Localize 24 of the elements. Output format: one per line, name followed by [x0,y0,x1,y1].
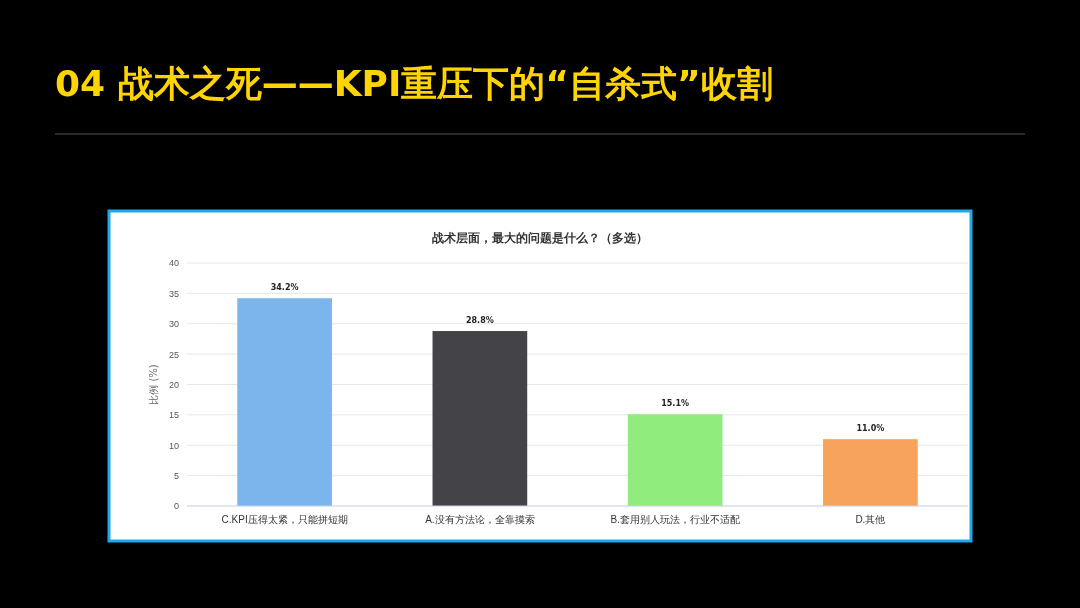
y-tick-label: 35 [168,288,179,299]
y-tick-label: 0 [173,501,179,512]
x-tick-label: B.套用别人玩法，行业不适配 [610,514,740,526]
data-label: 28.8% [465,316,494,326]
y-tick-label: 15 [168,410,179,421]
data-label: 34.2% [270,283,299,293]
y-axis-title: 比例 (%) [148,364,159,405]
y-tick-label: 40 [168,258,179,269]
bar [823,439,918,506]
data-label: 11.0% [856,424,885,434]
bar [627,414,723,506]
bar [237,298,332,506]
x-tick-label: A.没有方法论，全靠摸索 [425,514,535,526]
chart-subtitle: 战术层面，最大的问题是什么？（多选） [432,231,648,245]
y-tick-label: 5 [173,471,179,482]
y-tick-label: 20 [168,379,179,390]
x-tick-label: D.其他 [855,514,886,526]
y-tick-label: 10 [168,440,179,451]
data-label: 15.1% [661,399,690,409]
y-tick-label: 25 [168,349,179,360]
chart-title: 04 战术之死——KPI重压下的“自杀式”收割 [55,63,773,104]
x-tick-label: C.KPI压得太紧，只能拼短期 [221,514,348,526]
y-tick-label: 30 [168,319,179,330]
bar [432,331,528,506]
